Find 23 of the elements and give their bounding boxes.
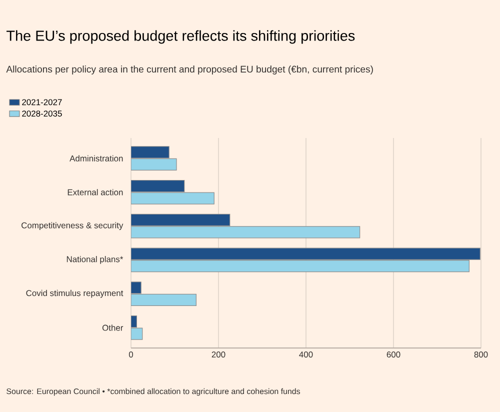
- y-tick-label: External action: [68, 189, 123, 196]
- bar: [131, 158, 177, 170]
- y-tick-label: Administration: [70, 155, 123, 162]
- x-tick-label: 200: [212, 352, 226, 358]
- y-tick-label: Covid stimulus repayment: [26, 290, 124, 298]
- y-tick-label: National plans*: [66, 256, 124, 264]
- bar: [131, 226, 360, 238]
- x-tick-label: 0: [128, 352, 134, 358]
- chart-subtitle: Allocations per policy area in the current and proposed EU budget (€bn, current prices): [6, 66, 373, 74]
- legend-label: 2021-2027: [22, 99, 62, 106]
- legend-label: 2028-2035: [22, 110, 62, 117]
- y-tick-label: Other: [102, 324, 124, 331]
- bar: [131, 248, 480, 260]
- x-tick-label: 600: [386, 352, 400, 358]
- bar: [131, 294, 196, 306]
- chart-title: The EU’s proposed budget reflects its shifting priorities: [6, 30, 355, 44]
- y-tick-label: Competitiveness & security: [22, 222, 124, 230]
- x-tick-label: 800: [474, 352, 488, 358]
- x-tick-label: 400: [299, 352, 313, 358]
- bar: [131, 260, 470, 272]
- bar: [131, 214, 230, 226]
- bar: [131, 192, 214, 204]
- bar: [131, 180, 185, 192]
